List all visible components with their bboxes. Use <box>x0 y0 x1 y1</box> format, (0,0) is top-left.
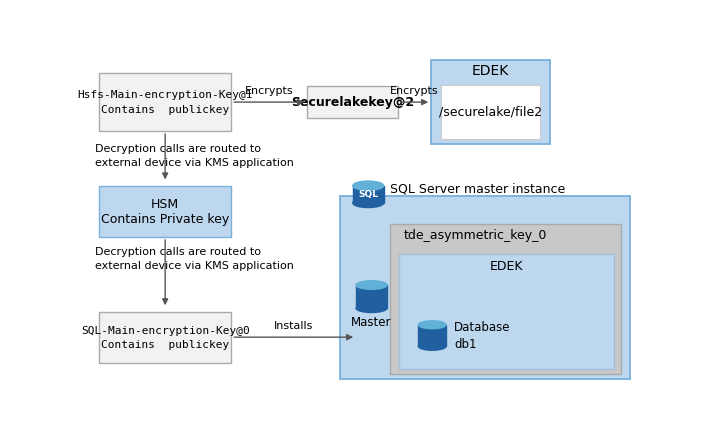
Text: EDEK: EDEK <box>472 64 509 78</box>
Text: HSM: HSM <box>151 198 179 211</box>
FancyBboxPatch shape <box>389 224 622 375</box>
Ellipse shape <box>352 198 384 208</box>
FancyBboxPatch shape <box>99 73 231 131</box>
Ellipse shape <box>419 342 446 350</box>
Bar <box>352 186 384 203</box>
Text: Database
db1: Database db1 <box>454 320 511 350</box>
FancyBboxPatch shape <box>99 311 231 363</box>
FancyBboxPatch shape <box>340 196 629 379</box>
Text: Decryption calls are routed to
external device via KMS application: Decryption calls are routed to external … <box>95 247 293 271</box>
Text: Contains Private key: Contains Private key <box>101 213 229 226</box>
FancyBboxPatch shape <box>307 86 398 118</box>
Text: SQL: SQL <box>358 190 378 199</box>
Ellipse shape <box>352 181 384 190</box>
FancyBboxPatch shape <box>441 85 540 139</box>
Text: Master: Master <box>351 316 392 329</box>
FancyBboxPatch shape <box>399 254 614 369</box>
Text: SQL-Main-encryption-Key@0: SQL-Main-encryption-Key@0 <box>80 326 249 335</box>
Text: EDEK: EDEK <box>490 260 523 273</box>
Ellipse shape <box>419 321 446 329</box>
Bar <box>356 285 387 308</box>
Text: /securelake/file2: /securelake/file2 <box>439 105 543 119</box>
Ellipse shape <box>356 281 387 289</box>
Text: Installs: Installs <box>274 321 313 331</box>
Text: Encrypts: Encrypts <box>390 86 439 96</box>
Text: SQL Server master instance: SQL Server master instance <box>390 182 565 196</box>
Text: tde_asymmetric_key_0: tde_asymmetric_key_0 <box>404 229 547 242</box>
FancyBboxPatch shape <box>99 186 231 237</box>
Text: Encrypts: Encrypts <box>245 86 293 96</box>
Bar <box>419 325 446 346</box>
Text: Hsfs-Main-encryption-Key@1: Hsfs-Main-encryption-Key@1 <box>78 90 253 101</box>
Text: Decryption calls are routed to
external device via KMS application: Decryption calls are routed to external … <box>95 144 293 168</box>
Text: Contains  publickey: Contains publickey <box>101 341 229 350</box>
Text: Contains  publickey: Contains publickey <box>101 105 229 115</box>
Ellipse shape <box>356 304 387 313</box>
FancyBboxPatch shape <box>431 60 550 144</box>
Text: Securelakekey@2: Securelakekey@2 <box>291 95 414 109</box>
